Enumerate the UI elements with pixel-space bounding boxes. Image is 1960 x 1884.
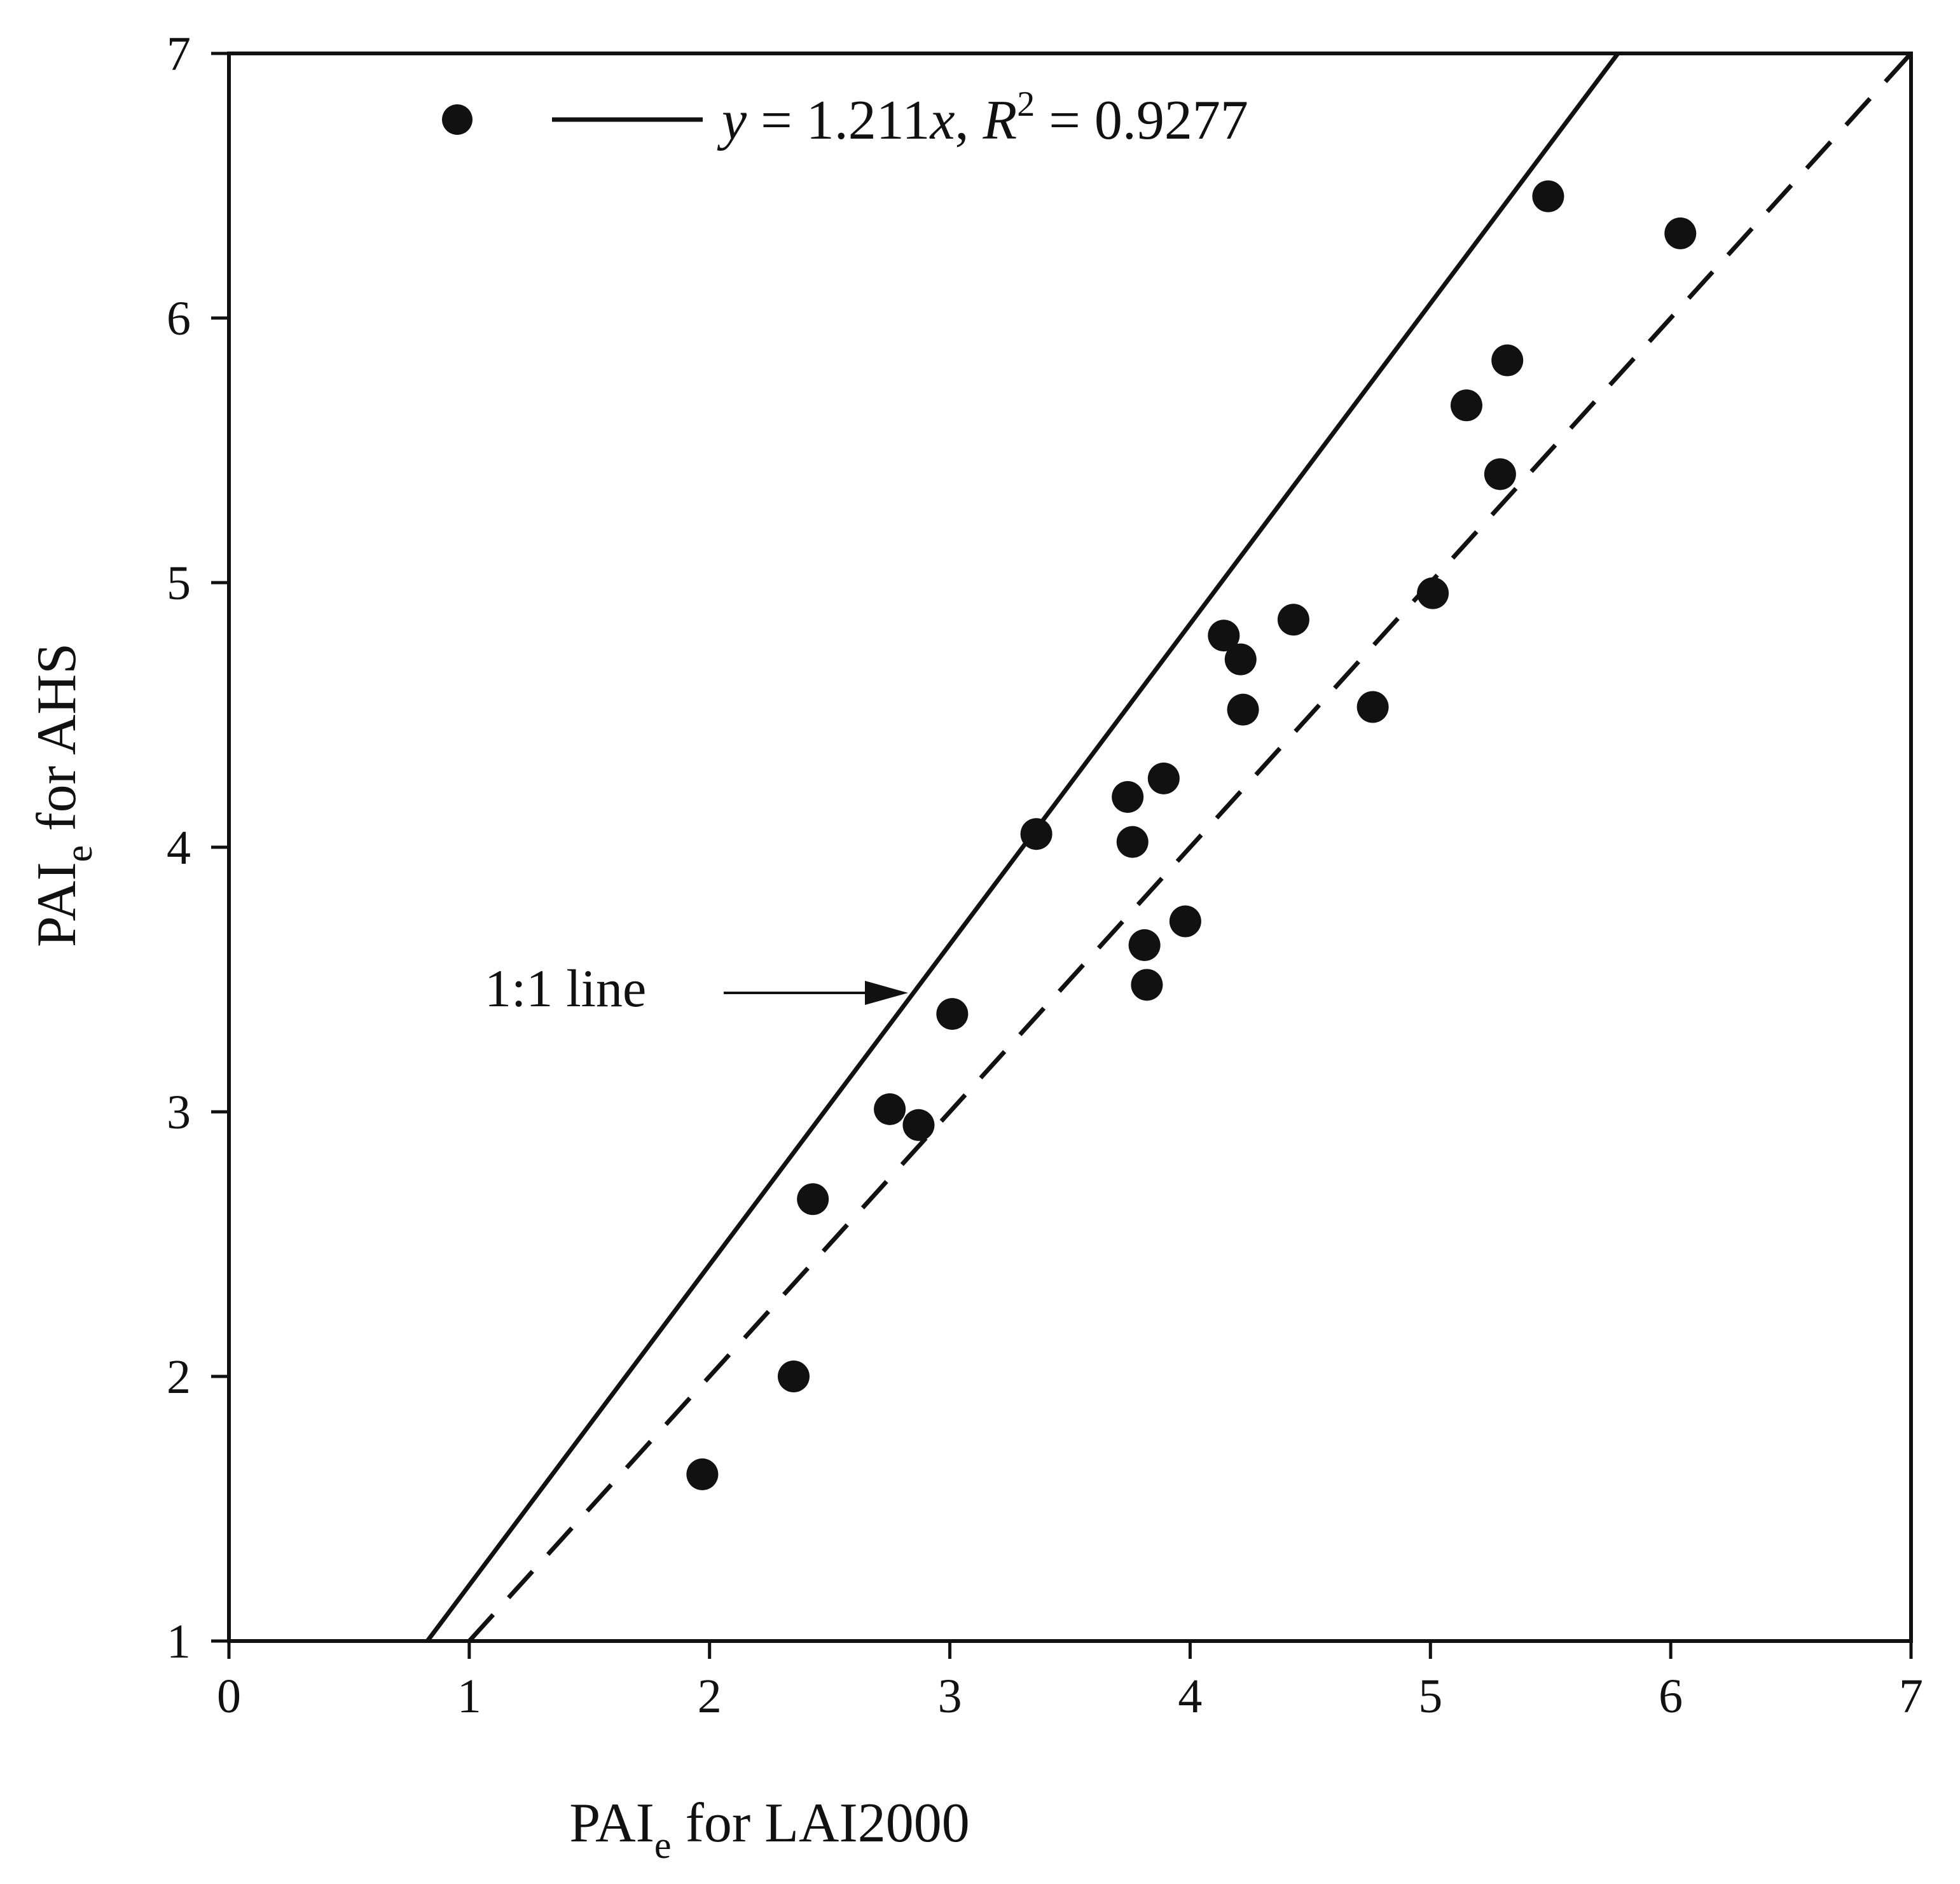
y-axis-ticks: 1 2 3 4 5 6 7 xyxy=(167,27,229,1668)
legend: y = 1.211x, R2 = 0.9277 xyxy=(442,85,1248,151)
data-point xyxy=(1417,577,1449,609)
data-point xyxy=(902,1109,935,1141)
x-tick-label: 5 xyxy=(1418,1670,1442,1723)
data-point xyxy=(1116,826,1149,858)
data-point xyxy=(1532,180,1564,212)
data-point xyxy=(1664,217,1697,249)
plot-frame xyxy=(227,52,1913,1643)
data-point xyxy=(777,1361,810,1392)
data-point xyxy=(1484,458,1516,490)
data-point xyxy=(1227,693,1259,726)
reference-line xyxy=(467,53,1911,1641)
data-point xyxy=(1450,389,1482,422)
legend-marker xyxy=(442,104,473,135)
data-point xyxy=(1147,762,1180,794)
reference-line-label: 1:1 line xyxy=(485,959,646,1018)
data-point xyxy=(797,1183,829,1216)
y-tick-label: 5 xyxy=(167,557,191,610)
data-point xyxy=(874,1093,906,1125)
y-axis-title: PAIe for AHS xyxy=(26,643,100,947)
x-axis-ticks: 0 1 2 3 4 5 6 7 xyxy=(217,1641,1923,1723)
reference-line-group xyxy=(467,53,1911,1641)
x-tick-label: 4 xyxy=(1178,1670,1202,1723)
data-point xyxy=(1208,620,1240,652)
data-point xyxy=(1277,604,1309,636)
x-tick-label: 2 xyxy=(698,1670,722,1723)
y-tick-label: 1 xyxy=(167,1615,191,1668)
y-tick-label: 6 xyxy=(167,292,191,345)
fit-line xyxy=(425,53,1620,1641)
y-tick-label: 4 xyxy=(167,821,191,875)
annotation-arrow-head xyxy=(865,981,908,1005)
data-point xyxy=(686,1458,719,1490)
data-point xyxy=(1224,643,1257,675)
fit-line-group xyxy=(425,53,1620,1641)
x-tick-label: 3 xyxy=(938,1670,962,1723)
data-point xyxy=(936,998,969,1030)
y-tick-label: 7 xyxy=(167,27,191,81)
x-tick-label: 1 xyxy=(457,1670,481,1723)
data-point xyxy=(1020,818,1052,850)
data-point xyxy=(1112,780,1144,813)
data-point xyxy=(1131,969,1163,1001)
y-tick-label: 3 xyxy=(167,1086,191,1139)
data-points xyxy=(686,180,1697,1490)
legend-equation: y = 1.211x, R2 = 0.9277 xyxy=(717,85,1248,151)
data-point xyxy=(1491,344,1524,377)
y-tick-label: 2 xyxy=(167,1350,191,1404)
annotation-group: 1:1 line xyxy=(485,959,908,1018)
data-point xyxy=(1356,691,1389,723)
data-point xyxy=(1169,905,1201,938)
x-tick-label: 0 xyxy=(217,1670,241,1723)
plot-area xyxy=(227,52,1913,1643)
x-axis-title: PAIe for LAI2000 xyxy=(569,1792,970,1866)
data-point xyxy=(1128,929,1161,961)
x-tick-label: 6 xyxy=(1659,1670,1683,1723)
x-tick-label: 7 xyxy=(1899,1670,1923,1723)
